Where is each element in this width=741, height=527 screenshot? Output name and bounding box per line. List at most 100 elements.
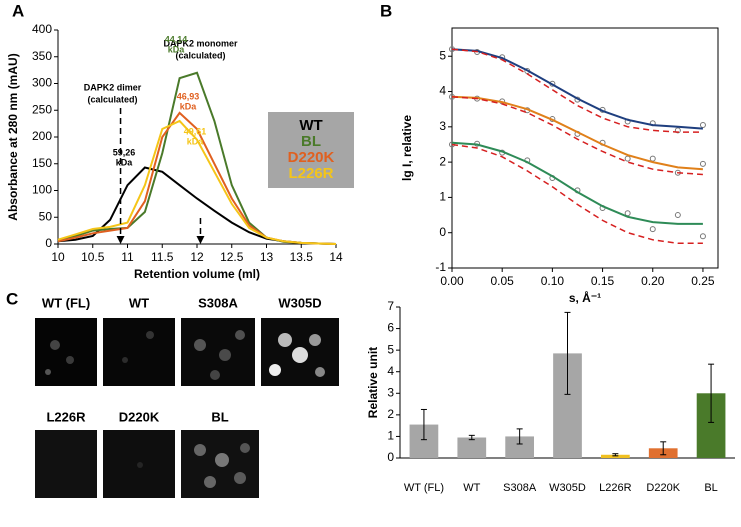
annotation: kDa <box>180 101 198 111</box>
series-line <box>451 48 703 130</box>
image-title: WT <box>129 295 149 310</box>
series-line <box>57 119 337 245</box>
x-tick-label: 14 <box>329 250 343 264</box>
y-tick-label: 0 <box>387 450 394 464</box>
bar <box>601 454 630 458</box>
x-tick-label: 0.00 <box>440 274 464 288</box>
data-point <box>674 127 681 134</box>
data-point <box>674 212 681 219</box>
series-line <box>451 48 703 133</box>
y-tick-label: 3 <box>387 385 394 399</box>
y-tick-label: 300 <box>32 76 52 90</box>
marker-label: DAPK2 dimer <box>84 82 142 92</box>
marker-label: (calculated) <box>88 94 138 104</box>
micrographs <box>35 318 339 498</box>
y-tick-label: 7 <box>387 299 394 313</box>
y-tick-label: 100 <box>32 183 52 197</box>
image-title: W305D <box>278 295 321 310</box>
series-line <box>451 95 703 171</box>
y-tick-label: 4 <box>439 84 446 98</box>
plot-frame <box>451 27 719 269</box>
bar <box>457 437 487 458</box>
y-tick-label: 4 <box>387 364 394 378</box>
panel-label: B <box>380 1 392 20</box>
marker-arrow <box>116 236 125 244</box>
x-tick-label: W305D <box>549 482 586 494</box>
image-title: S308A <box>198 295 238 310</box>
y-tick-label: 350 <box>32 49 52 63</box>
image-title: L226R <box>46 409 86 424</box>
legend-entry: WT <box>299 117 322 134</box>
x-tick-label: WT (FL) <box>404 482 444 494</box>
y-tick-label: 2 <box>387 407 394 421</box>
x-axis-label: Retention volume (ml) <box>134 267 260 281</box>
y-axis-label: lg I, relative <box>400 115 414 181</box>
y-tick-label: 3 <box>439 119 446 133</box>
y-tick-label: 2 <box>439 154 446 168</box>
data-point <box>624 155 631 162</box>
x-tick-label: 13.5 <box>290 250 314 264</box>
panel-label: C <box>6 289 18 308</box>
annotation: 44,14 <box>165 34 188 44</box>
x-tick-label: 13 <box>260 250 274 264</box>
y-tick-label: 150 <box>32 156 52 170</box>
x-tick-label: 12.5 <box>220 250 244 264</box>
y-tick-label: -1 <box>435 260 446 274</box>
y-tick-label: 5 <box>387 342 394 356</box>
x-tick-label: 0.05 <box>491 274 515 288</box>
y-tick-label: 1 <box>439 190 446 204</box>
y-tick-label: 250 <box>32 102 52 116</box>
y-tick-label: 6 <box>387 321 394 335</box>
legend-entry: BL <box>301 133 321 150</box>
x-tick-label: S308A <box>503 482 537 494</box>
bar <box>505 436 534 458</box>
data-point <box>699 233 706 240</box>
data-point <box>699 160 706 167</box>
image-title: D220K <box>119 409 160 424</box>
data-point <box>699 122 706 129</box>
x-tick-label: 0.25 <box>691 274 715 288</box>
x-tick-label: 10.5 <box>81 250 105 264</box>
y-tick-label: 5 <box>439 48 446 62</box>
x-tick-label: 11 <box>121 250 134 264</box>
marker-arrow <box>196 236 205 244</box>
annotation: 46,93 <box>177 91 200 101</box>
x-tick-label: 0.10 <box>541 274 565 288</box>
y-tick-label: 0 <box>45 236 52 250</box>
y-axis-label: Absorbance at 280 nm (mAU) <box>6 53 20 220</box>
y-tick-label: 400 <box>32 22 52 36</box>
series-line <box>451 96 703 176</box>
marker-label: DAPK2 monomer <box>163 38 238 48</box>
x-tick-label: 0.15 <box>591 274 615 288</box>
panel-label: A <box>12 1 24 20</box>
y-tick-label: 1 <box>387 429 394 443</box>
x-tick-label: 0.20 <box>641 274 665 288</box>
image-title: BL <box>211 409 228 424</box>
annotation: 59,26 <box>113 147 136 157</box>
x-tick-label: 10 <box>51 250 65 264</box>
annotation: 49,61 <box>184 126 207 136</box>
annotation: kDa <box>187 136 205 146</box>
legend-box <box>268 112 354 188</box>
x-tick-label: BL <box>704 482 717 494</box>
marker-label: (calculated) <box>175 50 225 60</box>
y-tick-label: 50 <box>39 209 53 223</box>
x-tick-label: WT <box>463 482 480 494</box>
x-tick-label: 12 <box>190 250 204 264</box>
y-tick-label: 0 <box>439 225 446 239</box>
x-axis-label: s, Å⁻¹ <box>569 290 601 305</box>
x-tick-label: D220K <box>646 482 680 494</box>
annotation: kDa <box>168 44 186 54</box>
series-line <box>451 143 703 245</box>
legend-entry: L226R <box>288 165 333 182</box>
series-line <box>451 141 703 225</box>
x-tick-label: L226R <box>599 482 631 494</box>
y-tick-label: 200 <box>32 129 52 143</box>
image-title: WT (FL) <box>42 295 90 310</box>
annotation: kDa <box>116 157 134 167</box>
y-axis-label: Relative unit <box>366 347 380 418</box>
x-tick-label: 11.5 <box>151 250 174 264</box>
data-point <box>649 226 656 233</box>
legend-entry: D220K <box>288 149 335 166</box>
